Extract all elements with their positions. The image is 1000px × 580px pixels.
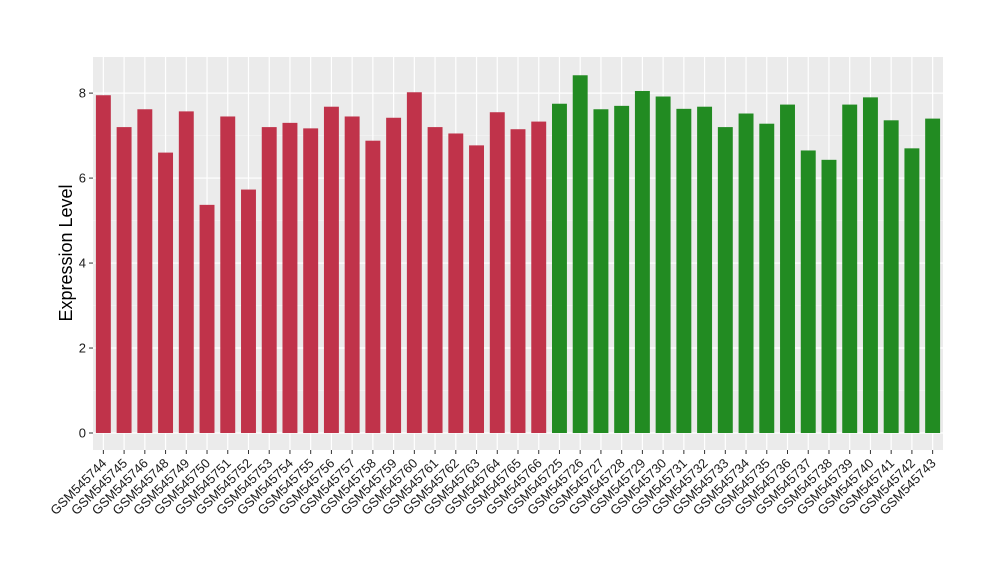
bar-GSM545742 [904,148,920,434]
bar-GSM545732 [697,106,713,434]
bar-GSM545762 [448,133,464,434]
bar-GSM545738 [821,159,837,434]
bar-GSM545758 [365,140,381,434]
bar-GSM545752 [241,189,256,434]
y-tick-label: 6 [79,171,86,186]
bar-GSM545726 [572,75,588,434]
bar-GSM545764 [489,112,505,434]
bar-GSM545763 [469,145,484,434]
bar-GSM545757 [344,116,360,434]
bar-GSM545727 [593,109,609,434]
bar-GSM545740 [862,97,878,434]
bar-GSM545748 [158,152,174,434]
bar-GSM545759 [386,117,402,434]
bar-GSM545725 [552,103,567,434]
bar-GSM545753 [261,127,277,434]
bar-GSM545743 [925,118,941,434]
bar-GSM545750 [199,204,215,434]
bar-GSM545731 [676,108,692,434]
bars [95,75,941,434]
bar-GSM545749 [178,111,194,434]
bar-GSM545733 [717,127,733,434]
bar-GSM545744 [95,95,111,434]
bar-GSM545730 [655,96,671,434]
bar-GSM545735 [759,123,775,434]
bar-GSM545746 [137,109,153,434]
bar-GSM545739 [842,104,858,434]
y-axis-title: Expression Level [56,184,76,321]
bar-GSM545734 [738,113,754,434]
bar-GSM545741 [883,120,899,434]
bar-GSM545766 [531,121,547,434]
y-tick-label: 8 [79,86,86,101]
bar-GSM545756 [323,106,339,434]
x-axis: GSM545744GSM545745GSM545746GSM545748GSM5… [47,450,939,518]
y-tick-label: 2 [79,341,86,356]
y-axis: 0 2 4 6 8 [79,86,93,441]
bar-GSM545745 [116,127,132,434]
bar-GSM545755 [303,128,319,434]
bar-GSM545728 [614,105,630,434]
bar-GSM545751 [220,116,236,434]
bar-GSM545765 [510,129,526,434]
y-tick-label: 0 [79,426,86,441]
bar-GSM545729 [634,90,650,434]
bar-GSM545754 [282,122,298,434]
bar-GSM545737 [800,150,816,434]
bar-GSM545760 [406,92,422,434]
bar-GSM545761 [427,127,443,434]
bar-GSM545736 [780,104,795,434]
y-tick-label: 4 [79,256,86,271]
